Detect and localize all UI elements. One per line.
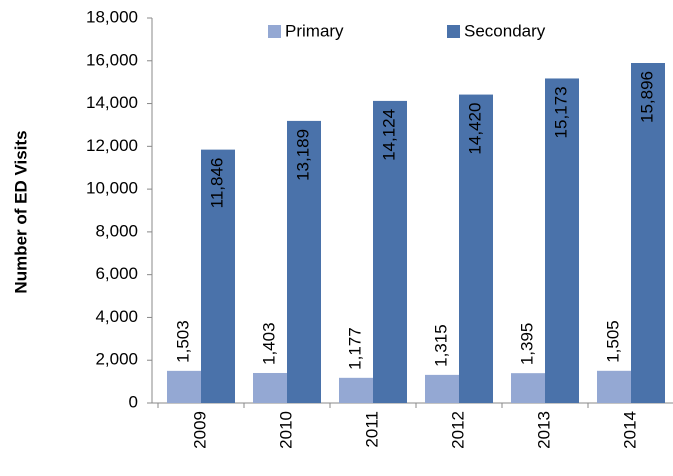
legend-label: Secondary <box>464 21 546 40</box>
data-label: 1,395 <box>517 323 536 366</box>
bar <box>339 377 373 403</box>
bar <box>545 78 579 403</box>
x-tick-label: 2011 <box>362 411 381 448</box>
data-label: 11,846 <box>207 158 226 209</box>
x-tick-label: 2012 <box>448 411 467 449</box>
y-tick-label: 18,000 <box>86 7 138 26</box>
legend-swatch <box>268 25 281 38</box>
x-tick-label: 2014 <box>620 411 639 449</box>
y-tick-label: 6,000 <box>95 264 138 283</box>
bar <box>201 149 235 403</box>
data-label: 1,315 <box>431 324 450 367</box>
bar <box>167 370 201 403</box>
bar <box>287 120 321 403</box>
data-label: 14,124 <box>379 109 398 161</box>
y-tick-label: 10,000 <box>86 179 138 198</box>
data-label: 15,173 <box>551 86 570 138</box>
y-tick-label: 0 <box>129 392 138 411</box>
data-label: 1,503 <box>173 320 192 363</box>
y-tick-label: 8,000 <box>95 221 138 240</box>
x-tick-label: 2013 <box>534 411 553 449</box>
data-label: 1,505 <box>603 320 622 363</box>
data-label: 15,896 <box>637 71 656 123</box>
legend-swatch <box>447 25 460 38</box>
bar <box>511 373 545 403</box>
bar <box>597 370 631 403</box>
bar <box>631 63 665 403</box>
y-axis-title: Number of ED Visits <box>11 130 30 293</box>
y-tick-label: 4,000 <box>95 307 138 326</box>
data-label: 1,177 <box>345 327 364 370</box>
y-tick-label: 12,000 <box>86 136 138 155</box>
bar <box>253 372 287 403</box>
x-tick-label: 2009 <box>190 411 209 449</box>
y-tick-label: 2,000 <box>95 350 138 369</box>
data-label: 1,403 <box>259 322 278 365</box>
legend-label: Primary <box>285 21 344 40</box>
y-tick-label: 16,000 <box>86 50 138 69</box>
bar <box>459 94 493 404</box>
data-label: 13,189 <box>293 129 312 181</box>
bar <box>373 100 407 404</box>
bar <box>425 374 459 403</box>
x-tick-label: 2010 <box>276 411 295 449</box>
data-label: 14,420 <box>465 103 484 155</box>
y-tick-label: 14,000 <box>86 93 138 112</box>
